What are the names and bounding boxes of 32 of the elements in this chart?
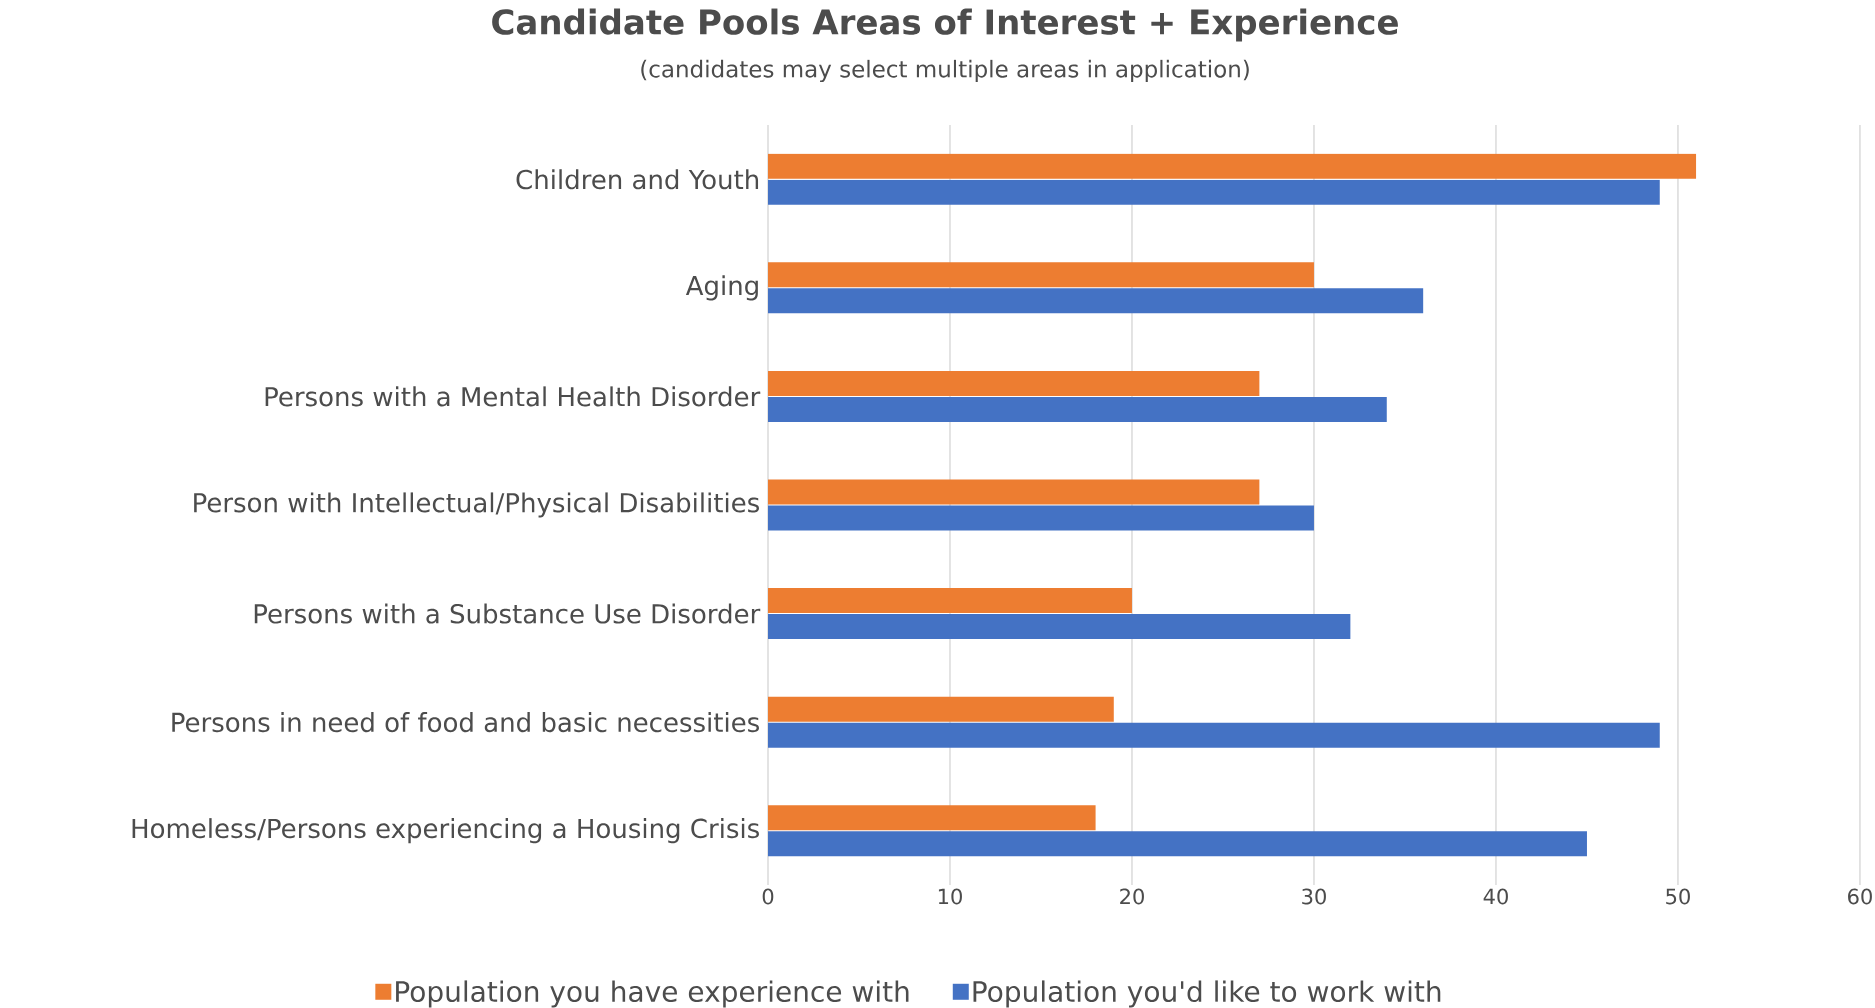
y-tick-label: Persons with a Mental Health Disorder	[265, 386, 761, 407]
bar	[768, 505, 1314, 531]
y-tick-label: Children and Youth	[516, 169, 759, 190]
legend-label: Population you'd like to work with	[973, 980, 1441, 1008]
x-tick-label: 20	[1120, 888, 1144, 905]
bar	[768, 479, 1260, 505]
bar	[768, 805, 1096, 831]
legend-label: Population you have experience with	[396, 980, 909, 1008]
y-tick-label: Persons with a Substance Use Disorder	[254, 603, 761, 624]
x-tick-label: 60	[1848, 888, 1872, 905]
bar	[768, 370, 1260, 396]
x-tick-label: 50	[1666, 888, 1690, 905]
chart-subtitle: (candidates may select multiple areas in application)	[641, 59, 1249, 83]
y-tick-label: Homeless/Persons experiencing a Housing Crisis	[132, 818, 759, 844]
bar	[768, 179, 1660, 205]
bar	[768, 722, 1660, 748]
bar	[768, 588, 1132, 614]
bar	[768, 696, 1114, 722]
bar	[768, 262, 1314, 288]
y-tick-label: Persons in need of food and basic necessities	[172, 712, 759, 733]
x-tick-label: 40	[1483, 888, 1508, 905]
chart-title: Candidate Pools Areas of Interest + Experience	[492, 8, 1398, 42]
bar	[768, 288, 1424, 314]
x-tick-label: 30	[1302, 888, 1326, 905]
bar	[768, 153, 1697, 179]
bar	[768, 831, 1587, 857]
y-tick-label: Aging	[685, 275, 758, 301]
bar	[768, 396, 1387, 422]
x-tick-label: 0	[762, 888, 774, 905]
x-tick-label: 10	[938, 888, 962, 905]
y-tick-label: Person with Intellectual/Physical Disabilities	[194, 492, 759, 518]
bar	[768, 614, 1351, 640]
